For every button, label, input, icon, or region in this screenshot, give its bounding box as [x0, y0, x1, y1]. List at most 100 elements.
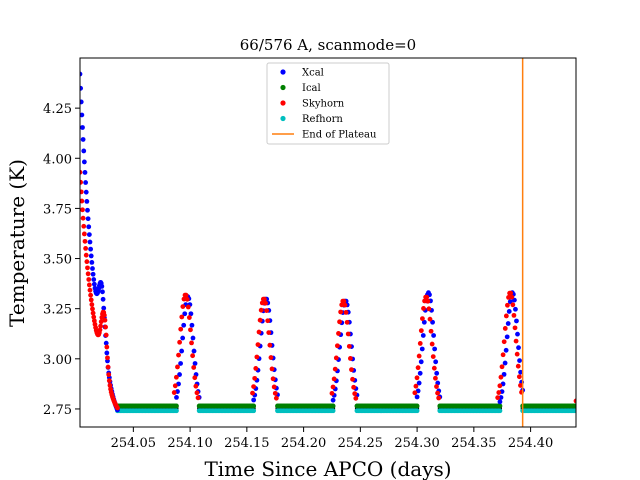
skyhorn-point	[186, 315, 192, 320]
skyhorn-point	[80, 169, 83, 175]
xcal-point	[505, 321, 511, 326]
plot-layer	[80, 58, 576, 427]
skyhorn-point	[416, 353, 422, 359]
ical-point	[414, 403, 420, 409]
skyhorn-point	[250, 390, 255, 396]
legend-label: End of Plateau	[302, 130, 377, 141]
xcal-point	[80, 125, 85, 130]
skyhorn-point	[430, 354, 436, 360]
skyhorn-point	[425, 298, 431, 304]
skyhorn-point	[253, 365, 259, 371]
xcal-point	[179, 348, 185, 354]
y-tick-label: 4.25	[43, 102, 72, 117]
skyhorn-point	[173, 374, 179, 380]
skyhorn-point	[178, 326, 184, 332]
legend-dot-swatch	[280, 69, 286, 75]
xcal-point	[504, 334, 510, 340]
skyhorn-point	[341, 298, 347, 304]
ical-point	[174, 403, 179, 409]
legend: Xcal Ical Skyhorn Refhorn End of Plateau	[266, 62, 390, 145]
skyhorn-point	[98, 319, 104, 325]
y-axis-label: Temperature (K)	[5, 159, 29, 327]
skyhorn-point	[429, 341, 435, 347]
skyhorn-point	[195, 395, 201, 401]
refhorn-point	[497, 408, 503, 414]
xcal-point	[188, 311, 194, 317]
xcal-point	[251, 397, 257, 403]
xcal-point	[330, 397, 336, 403]
y-tick-label: 4.00	[43, 152, 72, 167]
skyhorn-point	[495, 395, 501, 401]
skyhorn-point	[336, 331, 341, 336]
skyhorn-point	[508, 290, 514, 296]
legend-dot-swatch	[280, 84, 286, 91]
skyhorn-point	[338, 309, 344, 315]
skyhorn-point	[509, 294, 515, 300]
skyhorn-point	[428, 328, 434, 334]
xcal-point	[83, 189, 89, 195]
skyhorn-point	[426, 306, 432, 312]
skyhorn-point	[80, 215, 86, 221]
skyhorn-point	[417, 341, 423, 346]
skyhorn-point	[86, 277, 92, 282]
skyhorn-point	[80, 198, 85, 204]
skyhorn-point	[434, 384, 439, 389]
skyhorn-point	[435, 390, 440, 396]
xcal-point	[80, 99, 84, 105]
skyhorn-point	[345, 331, 351, 337]
xcal-point	[180, 335, 186, 341]
xcal-point	[433, 359, 439, 365]
xcal-point	[517, 358, 522, 363]
skyhorn-point	[80, 179, 84, 185]
x-tick-label: 254.05	[111, 436, 157, 451]
skyhorn-point	[258, 307, 264, 313]
skyhorn-point	[270, 376, 276, 382]
xcal-point	[81, 148, 87, 154]
skyhorn-point	[81, 231, 87, 237]
skyhorn-point	[424, 294, 430, 300]
skyhorn-point	[515, 363, 521, 369]
xcal-point	[91, 277, 97, 282]
skyhorn-point	[512, 325, 518, 331]
xcal-point	[86, 224, 92, 230]
xcal-point	[497, 399, 503, 405]
skyhorn-point	[80, 207, 85, 213]
skyhorn-point	[496, 390, 502, 395]
skyhorn-point	[501, 339, 507, 345]
xcal-point	[514, 318, 519, 324]
ical-point	[251, 403, 257, 409]
skyhorn-point	[183, 292, 189, 298]
legend-box	[266, 62, 390, 145]
skyhorn-point	[255, 342, 261, 347]
skyhorn-point	[86, 282, 92, 288]
skyhorn-point	[499, 364, 505, 370]
skyhorn-point	[106, 372, 112, 378]
ical-point	[497, 403, 503, 409]
x-tick-label: 254.30	[394, 436, 440, 451]
xcal-point	[174, 395, 179, 400]
skyhorn-point	[346, 343, 352, 349]
legend-label: Skyhorn	[302, 99, 345, 110]
legend-dot-swatch	[280, 100, 286, 106]
skyhorn-point	[81, 223, 87, 229]
xcal-point	[506, 309, 512, 314]
refhorn-point	[330, 408, 336, 414]
skyhorn-point	[262, 296, 267, 302]
xcal-point	[518, 369, 523, 375]
xcal-point	[181, 322, 187, 328]
skyhorn-point	[413, 383, 419, 389]
xcal-point	[516, 345, 521, 351]
xcal-point	[414, 394, 420, 400]
skyhorn-point	[91, 314, 97, 320]
legend-label: Ical	[302, 83, 321, 94]
xcal-point	[82, 170, 88, 175]
skyhorn-point	[184, 296, 190, 302]
skyhorn-point	[84, 259, 90, 265]
skyhorn-point	[343, 309, 349, 315]
xcal-point	[421, 319, 427, 325]
skyhorn-point	[334, 343, 340, 349]
y-tick-label: 3.75	[43, 202, 72, 217]
skyhorn-point	[516, 374, 522, 380]
axes-frame	[79, 57, 577, 428]
skyhorn-point	[102, 317, 108, 323]
